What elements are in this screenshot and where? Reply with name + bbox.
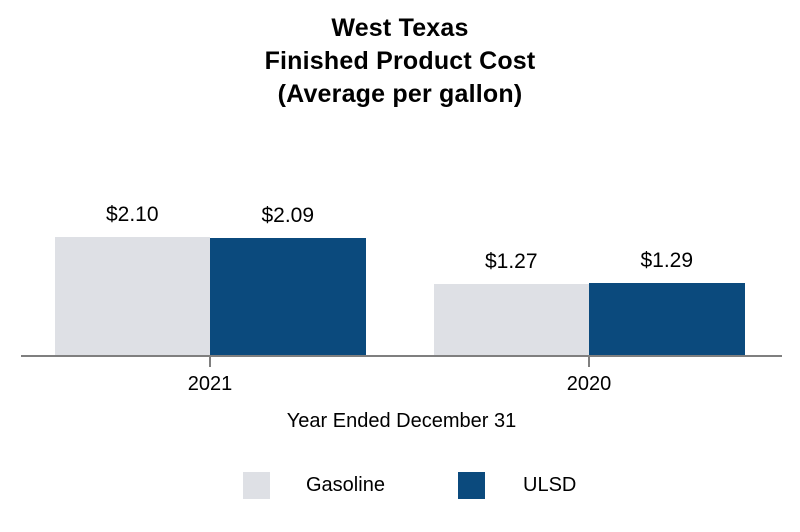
x-tick-label-2021: 2021 [187, 373, 233, 395]
chart-title-line-3: (Average per gallon) [277, 80, 523, 108]
x-axis-title: Year Ended December 31 [286, 410, 517, 432]
value-label-ulsd-2021: $2.09 [261, 203, 315, 227]
x-axis-tick-2020 [588, 357, 590, 367]
x-axis-tick-2021 [209, 357, 211, 367]
bar-gasoline-2020 [433, 284, 589, 356]
chart-title: West Texas Finished Product Cost (Averag… [0, 12, 800, 111]
bar-ulsd-2021 [210, 237, 366, 356]
legend-label-ulsd: ULSD [523, 474, 577, 496]
x-tick-label-2020: 2020 [566, 373, 612, 395]
bar-ulsd-2020 [589, 282, 745, 356]
legend-swatch-ulsd [458, 472, 485, 499]
legend-swatch-gasoline [243, 472, 270, 499]
value-label-ulsd-2020: $1.29 [640, 248, 694, 272]
value-label-gasoline-2021: $2.10 [105, 203, 159, 227]
chart-title-line-2: Finished Product Cost [264, 47, 536, 75]
x-axis-line [21, 355, 782, 357]
chart-title-line-1: West Texas [331, 14, 469, 42]
value-label-gasoline-2020: $1.27 [484, 250, 538, 274]
legend-label-gasoline: Gasoline [306, 474, 385, 496]
bar-gasoline-2021 [54, 237, 210, 356]
